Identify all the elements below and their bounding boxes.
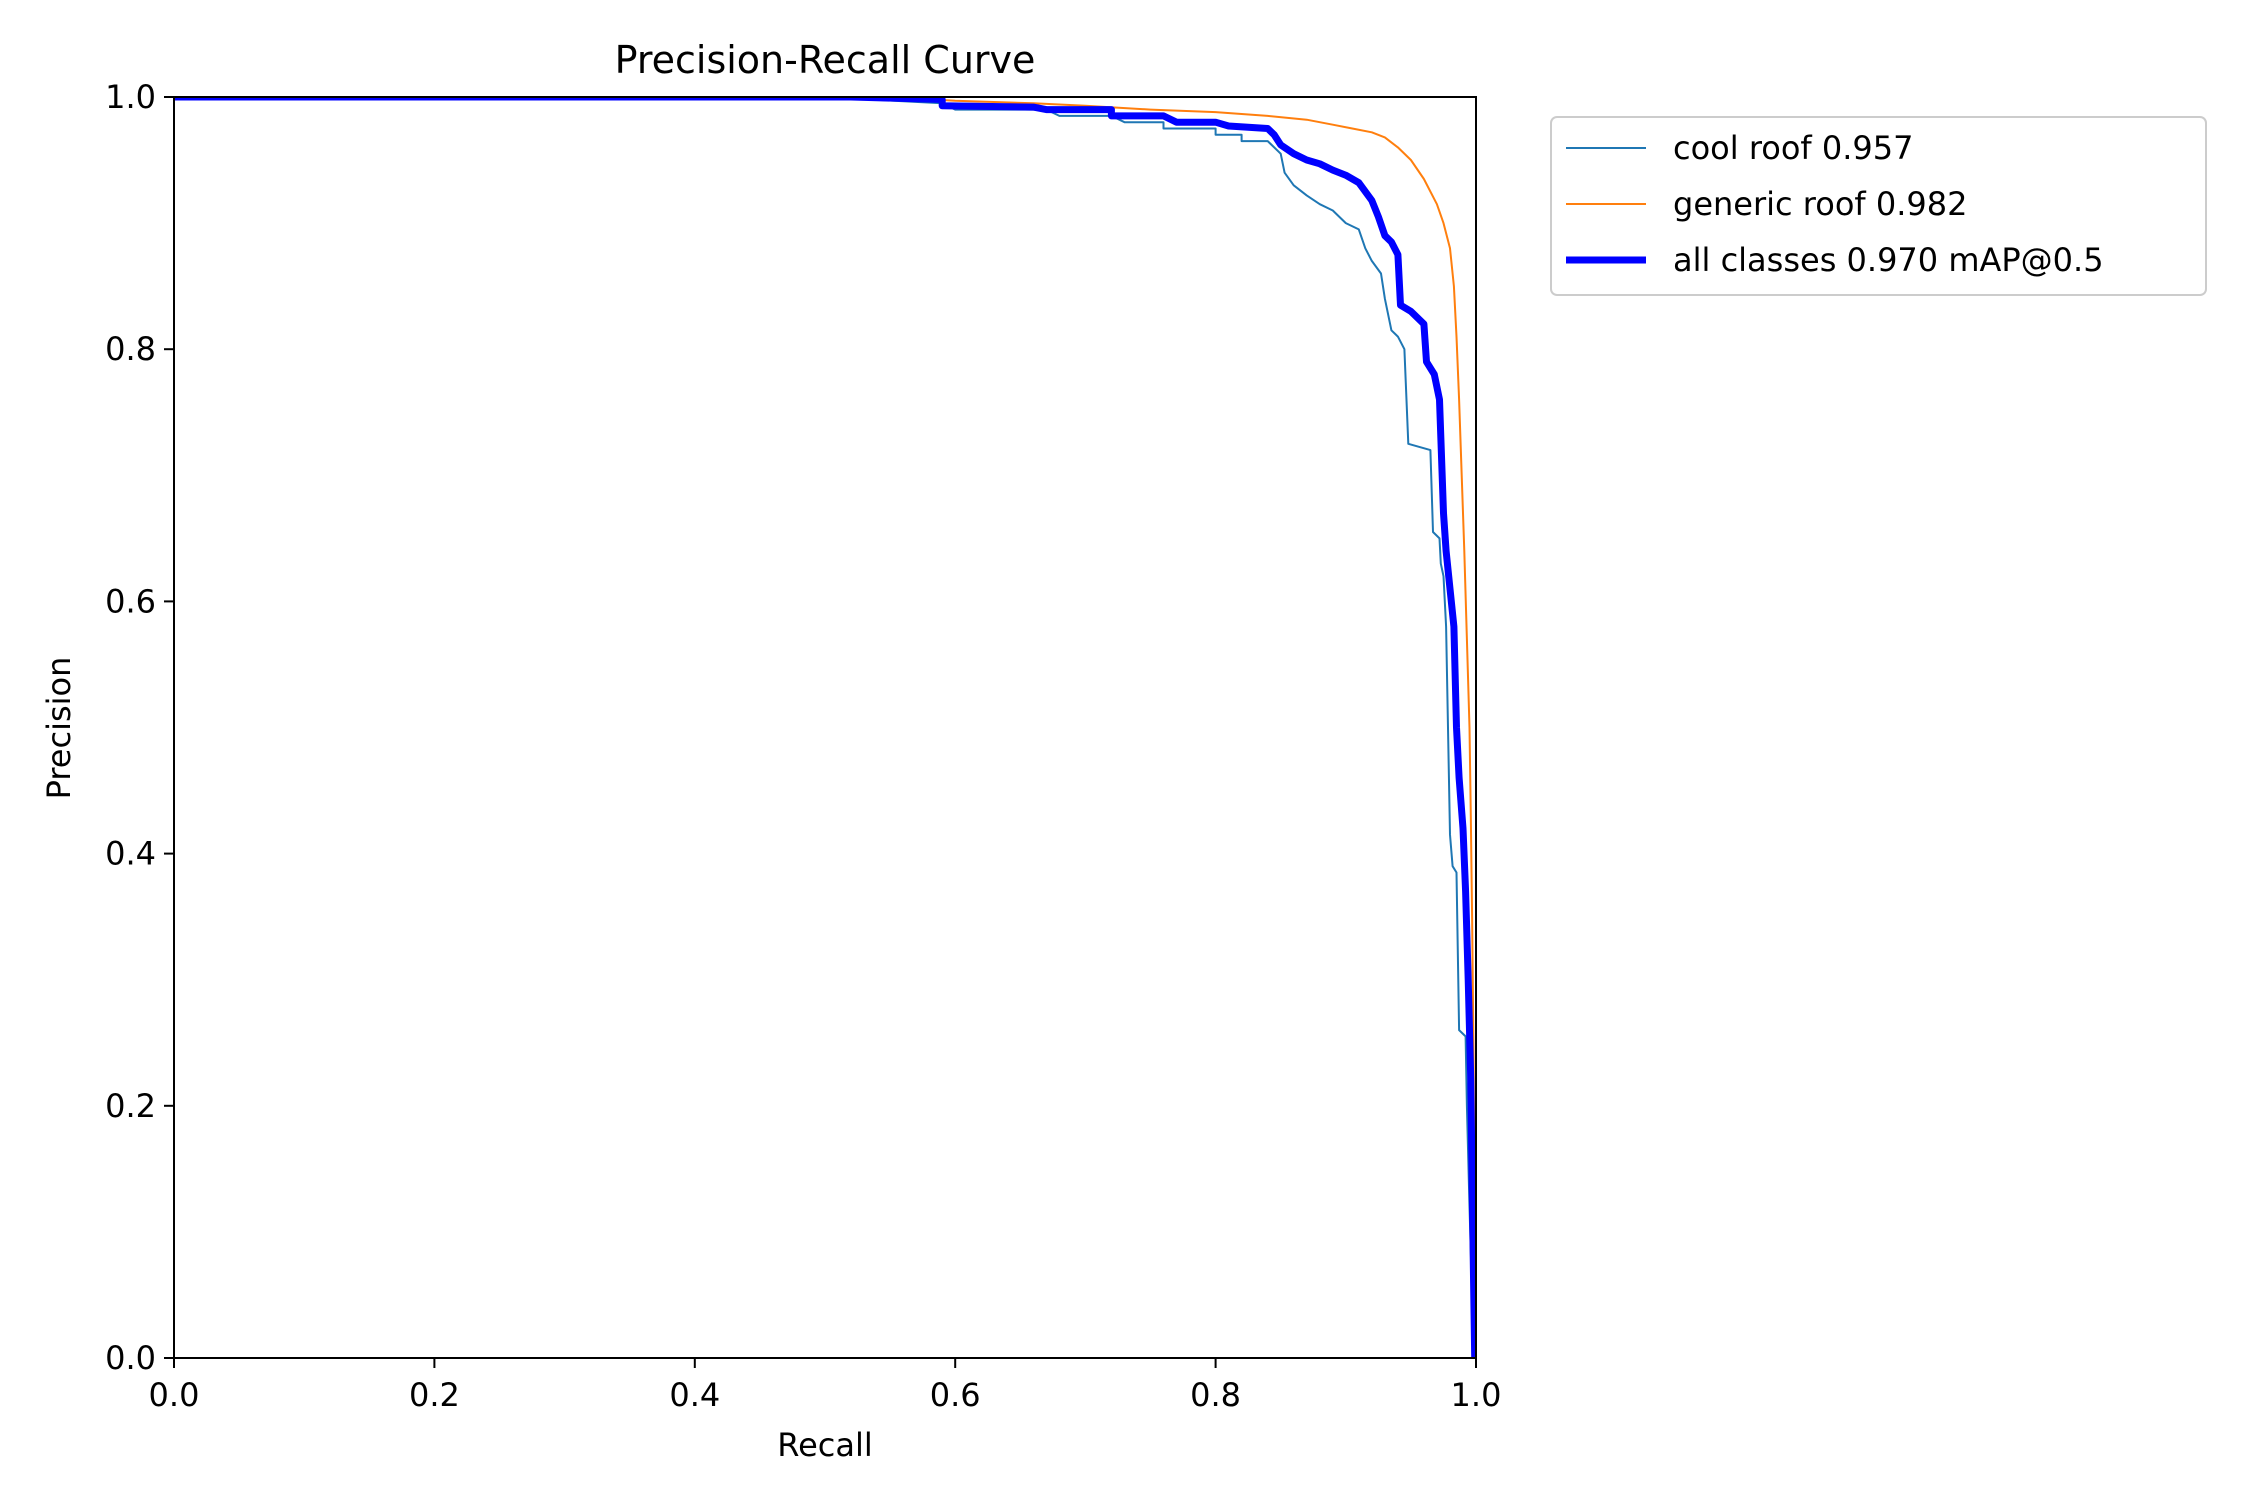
legend-label-3: all classes 0.970 mAP@0.5 bbox=[1673, 241, 2104, 279]
plot-area bbox=[173, 96, 1477, 1359]
legend-frame bbox=[1550, 116, 2207, 296]
x-tick-label: 0.2 bbox=[409, 1376, 460, 1414]
y-tick-label: 0.2 bbox=[105, 1087, 156, 1125]
chart-title: Precision-Recall Curve bbox=[615, 38, 1036, 82]
legend-label-1: cool roof 0.957 bbox=[1673, 129, 1913, 167]
y-tick-label: 0.0 bbox=[105, 1339, 156, 1377]
x-tick-label: 0.4 bbox=[669, 1376, 720, 1414]
x-tick-label: 0.6 bbox=[930, 1376, 981, 1414]
y-tick-label: 0.4 bbox=[105, 835, 156, 873]
series-line-1 bbox=[174, 97, 1476, 1358]
series-line-2 bbox=[174, 97, 1476, 1358]
y-tick-label: 1.0 bbox=[105, 78, 156, 116]
x-tick-label: 0.0 bbox=[149, 1376, 200, 1414]
y-axis-label: Precision bbox=[40, 657, 78, 800]
y-tick-label: 0.6 bbox=[105, 582, 156, 620]
legend-label-2: generic roof 0.982 bbox=[1673, 185, 1967, 223]
plot-frame bbox=[173, 96, 1477, 1359]
y-tick-label: 0.8 bbox=[105, 330, 156, 368]
x-axis-ticks: 0.0 0.2 0.4 0.6 0.8 1.0 bbox=[149, 1358, 1502, 1414]
series-line-3 bbox=[174, 97, 1476, 1358]
x-axis-label: Recall bbox=[777, 1426, 872, 1464]
series-layer bbox=[174, 97, 1476, 1358]
y-axis-ticks: 0.0 0.2 0.4 0.6 0.8 1.0 bbox=[105, 78, 174, 1377]
x-tick-label: 1.0 bbox=[1451, 1376, 1502, 1414]
legend: cool roof 0.957 generic roof 0.982 all cla… bbox=[1550, 116, 2207, 296]
x-tick-label: 0.8 bbox=[1190, 1376, 1241, 1414]
legend-items: cool roof 0.957 generic roof 0.982 all cla… bbox=[1566, 129, 2104, 279]
